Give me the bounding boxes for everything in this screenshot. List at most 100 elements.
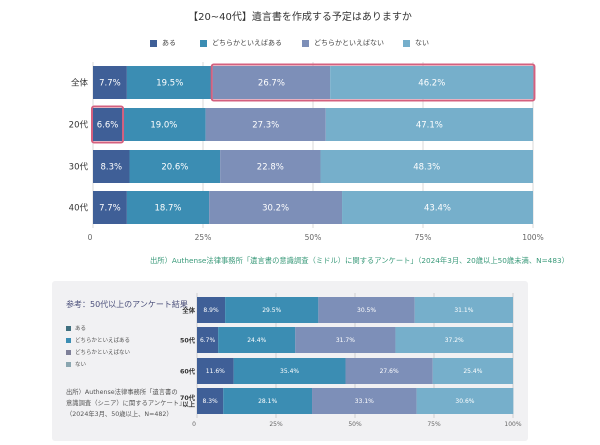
- category-label: 全体: [181, 305, 195, 314]
- reference-source-note: 出所）Authense法律事務所「遺言書の 意識調査（シニア）に関するアンケート…: [66, 387, 185, 420]
- bar-segment: [93, 191, 127, 224]
- data-label: 19.0%: [150, 121, 177, 131]
- bar-segment: [126, 66, 213, 99]
- data-label: 37.2%: [445, 337, 464, 344]
- bar-segment: [225, 297, 319, 323]
- legend-label: ない: [75, 362, 87, 368]
- bar-segment: [218, 327, 296, 353]
- chart-title: 【20~40代】遺言書を作成する予定はありますか: [188, 12, 412, 23]
- data-label: 30.5%: [357, 307, 376, 314]
- category-label: 40代: [69, 203, 89, 214]
- data-label: 6.6%: [97, 121, 119, 131]
- data-label: 7.7%: [99, 204, 121, 214]
- bar-segment: [212, 66, 331, 99]
- legend-label: ある: [75, 326, 87, 332]
- legend-label: ない: [415, 39, 429, 47]
- legend-swatch: [150, 39, 157, 47]
- bar-segment: [342, 191, 533, 224]
- data-label: 20.6%: [161, 163, 188, 173]
- bar-segment: [126, 191, 210, 224]
- bar-segment: [318, 297, 415, 323]
- data-label: 30.2%: [262, 204, 289, 214]
- data-label: 33.1%: [355, 398, 374, 405]
- legend-swatch: [66, 361, 71, 367]
- legend-label: どちらかといえばある: [212, 39, 282, 47]
- source-note-top: 出所）Authense法律事務所「遺言書の意識調査（ミドル）に関するアンケート」…: [150, 256, 569, 265]
- data-label: 6.7%: [200, 337, 216, 344]
- legend-swatch: [200, 39, 207, 47]
- data-label: 8.3%: [202, 398, 218, 405]
- data-label: 8.9%: [203, 307, 219, 314]
- ref-legend-item-dochiraka-aru: どちらかといえばある: [66, 336, 130, 344]
- x-tick-label: 50%: [348, 421, 362, 428]
- data-label: 48.3%: [413, 163, 440, 173]
- bar-segment: [432, 358, 513, 384]
- category-label: 20代: [69, 120, 89, 131]
- highlight-box: [210, 63, 536, 102]
- x-tick-label: 75%: [427, 421, 441, 428]
- data-label: 30.6%: [455, 398, 474, 405]
- bar-segment: [312, 388, 417, 414]
- data-label: 35.4%: [280, 368, 299, 375]
- data-label: 27.6%: [380, 368, 399, 375]
- bar-segment: [295, 327, 396, 353]
- data-label: 28.1%: [258, 398, 277, 405]
- legend-item-dochiraka-nai: どちらかといえばない: [302, 38, 384, 48]
- legend-item-aru: ある: [150, 38, 176, 48]
- bar-segment: [93, 66, 127, 99]
- bar-segment: [395, 327, 513, 353]
- bar-segment: [414, 297, 513, 323]
- x-tick-label: 100%: [504, 421, 521, 428]
- data-label: 7.7%: [99, 79, 121, 89]
- category-label: 30代: [69, 162, 89, 173]
- x-tick-label: 100%: [522, 233, 543, 242]
- legend-label: どちらかといえばない: [75, 350, 131, 356]
- x-tick-label: 25%: [269, 421, 283, 428]
- ref-legend-item-nai: ない: [66, 360, 86, 368]
- bar-segment: [197, 297, 226, 323]
- bar-segment: [320, 150, 533, 183]
- data-label: 31.1%: [454, 307, 473, 314]
- legend-item-nai: ない: [403, 38, 429, 48]
- legend-label: どちらかといえばある: [75, 338, 131, 344]
- legend-swatch: [66, 325, 71, 331]
- legend-label: ある: [162, 39, 176, 47]
- bar-segment: [93, 150, 130, 183]
- ref-legend-item-dochiraka-nai: どちらかといえばない: [66, 348, 130, 356]
- data-label: 18.7%: [155, 204, 182, 214]
- source-line: 意識調査（シニア）に関するアンケート」: [66, 400, 186, 407]
- data-label: 25.4%: [463, 368, 482, 375]
- x-tick-label: 75%: [415, 233, 432, 242]
- highlight-box: [91, 105, 125, 144]
- bar-segment: [205, 108, 326, 141]
- data-label: 26.7%: [258, 79, 285, 89]
- x-tick-label: 0: [192, 421, 196, 428]
- bar-segment: [197, 327, 219, 353]
- data-label: 8.3%: [100, 163, 122, 173]
- legend-swatch: [66, 337, 71, 343]
- data-label: 29.5%: [262, 307, 281, 314]
- reference-title: 参考：50代以上のアンケート結果: [66, 300, 188, 309]
- data-label: 43.4%: [424, 204, 451, 214]
- x-tick-label: 0: [88, 233, 93, 242]
- data-label: 31.7%: [336, 337, 355, 344]
- bar-segment: [197, 388, 224, 414]
- data-label: 24.4%: [247, 337, 266, 344]
- x-tick-label: 50%: [305, 233, 322, 242]
- category-label: 60代: [180, 366, 196, 375]
- category-label: 以上: [182, 400, 195, 409]
- bar-segment: [197, 358, 234, 384]
- bar-segment: [122, 108, 206, 141]
- bar-segment: [233, 358, 346, 384]
- legend-swatch: [66, 349, 71, 355]
- bar-segment: [209, 191, 343, 224]
- bar-segment: [330, 66, 534, 99]
- data-label: 47.1%: [416, 121, 443, 131]
- bar-segment: [220, 150, 321, 183]
- bar-segment: [129, 150, 221, 183]
- x-tick-label: 25%: [195, 233, 212, 242]
- data-label: 11.6%: [206, 368, 225, 375]
- bar-segment: [345, 358, 433, 384]
- bar-segment: [223, 388, 313, 414]
